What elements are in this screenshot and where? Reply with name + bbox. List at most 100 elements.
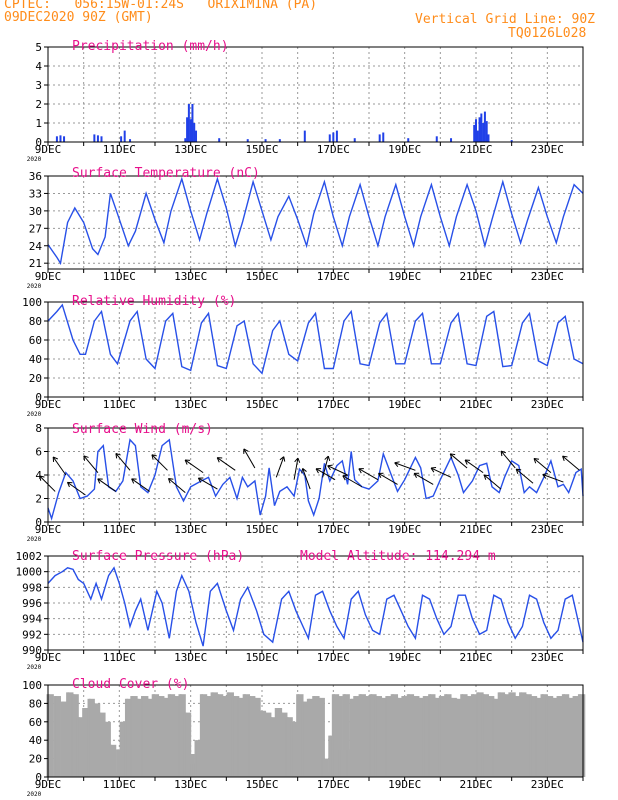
panel-title: Surface Pressure (hPa) (72, 549, 244, 564)
y-tick-label: 20 (29, 753, 42, 766)
y-tick-label: 4 (35, 60, 42, 73)
wind-vector (97, 478, 117, 492)
data-bar (303, 701, 309, 777)
wind-vector-head (167, 478, 171, 484)
wind-vector (533, 458, 552, 474)
wind-vector (83, 455, 99, 473)
y-tick-label: 3 (35, 79, 42, 92)
data-bar (477, 692, 484, 777)
wind-vector-head (297, 457, 301, 463)
wind-vector-head (483, 474, 487, 480)
wind-vector (430, 467, 452, 478)
data-bar (461, 694, 468, 777)
wind-vector-head (358, 468, 362, 474)
data-bar (63, 136, 66, 142)
data-bar (319, 697, 325, 777)
data-bar (196, 740, 202, 777)
data-bar (147, 698, 154, 777)
wind-vector-head (515, 468, 519, 474)
wind-vector-head (131, 478, 135, 484)
x-tick-label: 11DEC (103, 778, 136, 791)
data-bar (238, 697, 245, 777)
x-tick-label: 13DEC (174, 143, 207, 156)
x-year-note: 2020 (27, 791, 42, 798)
data-bar (378, 134, 381, 142)
wind-vector (131, 478, 150, 492)
series-line (47, 566, 584, 647)
data-bar (520, 692, 527, 777)
panel-title: Surface Temperature (nC) (72, 166, 260, 181)
data-bar (392, 694, 399, 777)
data-bar (158, 696, 165, 777)
data-bar (536, 697, 543, 777)
x-tick-label: 19DEC (388, 523, 421, 536)
panel-title: Precipitation (mm/h) (72, 39, 229, 54)
data-bar (386, 696, 393, 777)
data-bar (354, 696, 361, 777)
panel-annotation: Model Altitude: 114.294 m (300, 549, 496, 564)
wind-vector (115, 453, 131, 471)
data-bar (89, 698, 95, 777)
data-bar (308, 698, 315, 777)
x-year-note: 2020 (27, 664, 42, 671)
data-bar (297, 694, 304, 777)
wind-vector (542, 474, 564, 483)
data-bar (424, 696, 431, 777)
wind-vector-head (184, 459, 188, 465)
data-bar (153, 694, 160, 777)
data-bar (568, 697, 575, 777)
x-tick-label: 13DEC (174, 651, 207, 664)
data-bar (440, 696, 447, 777)
data-bar (515, 696, 522, 777)
data-bar (191, 104, 194, 142)
panel-3: 0 20 40 60 80 100 9DEC 11DEC 13DEC 15DEC 17DEC 19DE… (22, 294, 584, 418)
data-bar (493, 698, 500, 777)
data-bar (322, 758, 329, 777)
panel-2: 21 24 27 30 33 36 9DEC 11DEC 13DEC 15DEC 17DEC 19DE… (27, 166, 584, 290)
panel-4: 0 2 4 6 8 9DEC 11DEC 13DEC 15DEC 17DEC 19DEC 21DEC 2… (27, 422, 584, 543)
series-line (47, 303, 584, 375)
data-bar (509, 692, 516, 777)
wind-vector-head (115, 453, 118, 459)
data-bar (131, 696, 138, 777)
panel-1: 0 1 2 3 4 5 9DEC 11DEC 13DEC 15DEC 17DEC 19DEC 21DEC… (27, 39, 584, 163)
data-bar (163, 697, 170, 777)
x-tick-label: 23DEC (531, 523, 564, 536)
wind-vector (394, 462, 416, 471)
data-bar (286, 717, 293, 777)
data-bar (100, 136, 103, 142)
x-tick-label: 15DEC (245, 651, 278, 664)
y-tick-label: 36 (29, 170, 42, 183)
x-year-note: 2020 (27, 536, 42, 543)
wind-vector-head (327, 465, 331, 471)
plot-frame (47, 684, 584, 778)
x-tick-label: 23DEC (531, 398, 564, 411)
x-tick-label: 11DEC (103, 523, 136, 536)
wind-vector (216, 457, 236, 471)
wind-vector (302, 468, 311, 490)
wind-vector-head (413, 473, 418, 479)
data-bar (233, 696, 240, 777)
data-bar (96, 135, 99, 142)
wind-vector-head (83, 455, 86, 461)
data-bar (579, 694, 586, 777)
data-bar (62, 701, 69, 777)
data-bar (475, 119, 477, 142)
wind-vector-head (243, 448, 249, 452)
wind-vector (67, 481, 86, 496)
x-tick-label: 17DEC (317, 778, 350, 791)
data-bar (451, 697, 457, 777)
wind-vector (151, 454, 168, 471)
x-tick-label: 23DEC (531, 270, 564, 283)
wind-vector-head (66, 482, 70, 488)
x-tick-label: 11DEC (103, 143, 136, 156)
data-bar (212, 692, 218, 777)
data-bar (129, 139, 132, 142)
data-bar (541, 694, 548, 777)
wind-vector-head (294, 457, 299, 463)
wind-vector (184, 459, 204, 474)
data-bar (110, 744, 117, 777)
series-line (47, 438, 584, 521)
x-tick-label: 21DEC (459, 143, 492, 156)
data-bar (344, 694, 350, 777)
